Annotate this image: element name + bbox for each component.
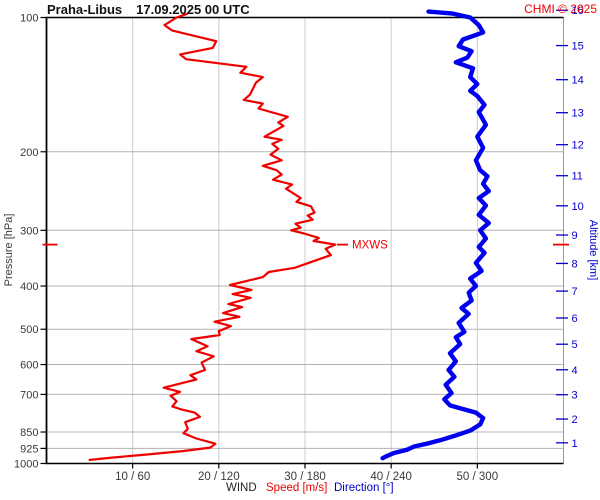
altitude-tick-label: 4 [572,365,578,377]
altitude-tick-label: 1 [572,438,578,450]
pressure-tick-label: 925 [20,443,38,455]
wind-tick-label: 30 / 180 [284,471,326,483]
direction-curve [380,9,491,461]
pressure-tick-label: 600 [20,360,38,372]
wind-group-label: WIND [226,482,257,494]
pressure-tick-label: 500 [20,324,38,336]
altitude-tick-label: 8 [572,258,578,270]
pressure-axis-label: Pressure [hPa] [3,213,15,287]
station-name: Praha-Libus [47,2,123,17]
altitude-tick-label: 2 [572,414,578,426]
direction-legend-label: Direction [°] [334,482,394,494]
altitude-tick-label: 14 [572,75,584,87]
altitude-tick-label: 16 [572,5,584,17]
altitude-tick-label: 6 [572,313,578,325]
altitude-tick-label: 5 [572,339,578,351]
pressure-tick-label: 200 [20,147,38,159]
pressure-tick-label: 400 [20,281,38,293]
sounding-datetime: 17.09.2025 00 UTC [136,2,250,17]
wind-tick-label: 50 / 300 [457,471,499,483]
altitude-tick-label: 12 [572,140,584,152]
watermark-text: CHMI © 2025 [524,2,597,16]
altitude-tick-label: 9 [572,230,578,242]
wind-tick-label: 10 / 60 [115,471,150,483]
pressure-tick-label: 700 [20,389,38,401]
altitude-tick-label: 7 [572,286,578,298]
pressure-tick-label: 850 [20,427,38,439]
altitude-tick-label: 11 [572,171,583,183]
altitude-tick-label: 13 [572,108,584,120]
pressure-tick-label: 1000 [14,459,38,471]
altitude-tick-label: 3 [572,390,578,402]
altitude-tick-label: 15 [572,41,584,53]
altitude-tick-label: 10 [572,201,584,213]
speed-curve [88,12,337,462]
speed-legend-label: Speed [m/s] [266,482,328,494]
wind-tick-label: 40 / 240 [370,471,412,483]
chart-title: Praha-Libus 17.09.2025 00 UTC [47,2,250,17]
pressure-tick-label: 100 [20,13,38,25]
pressure-tick-label: 300 [20,225,38,237]
wind-tick-label: 20 / 120 [198,471,240,483]
altitude-axis-label: Altitude [km] [587,219,599,281]
mxws-label: MXWS [352,240,388,252]
